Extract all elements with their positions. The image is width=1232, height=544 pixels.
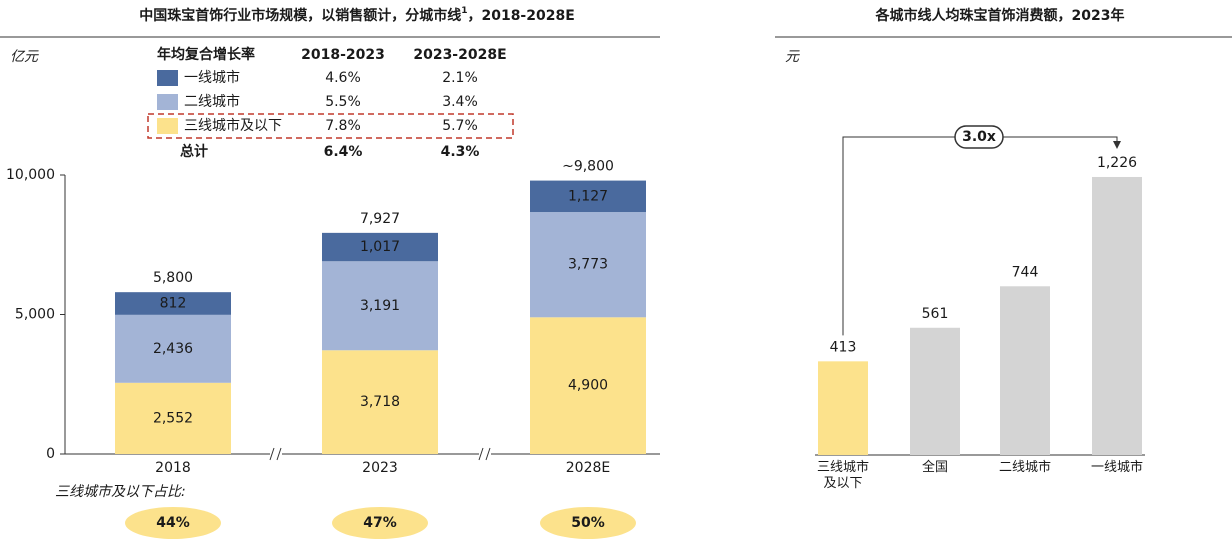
x-tick-label: 2023 <box>362 460 398 476</box>
table-cell: 5.7% <box>442 118 478 134</box>
data-label: 3,718 <box>360 394 400 410</box>
bar-segment <box>115 292 231 315</box>
table-header: 2023-2028E <box>413 47 506 63</box>
data-label: 1,017 <box>360 239 400 255</box>
legend-label: 一线城市 <box>184 69 240 86</box>
table-row-name: 总计 <box>180 143 208 160</box>
axis-break <box>478 447 491 461</box>
title-sup: 1 <box>461 6 467 16</box>
annotation-box <box>954 125 1004 149</box>
x-tick-label: 三线城市及以下 <box>816 460 869 491</box>
data-label: 2,436 <box>153 341 193 357</box>
data-label: 3,773 <box>568 257 608 273</box>
share-badge <box>332 507 428 539</box>
annotation: 3.0x <box>962 129 996 145</box>
annotation-arrow <box>1113 140 1121 149</box>
bar <box>1000 286 1050 455</box>
x-tick-label: 全国 <box>921 460 948 475</box>
x-tick-label: 二线城市 <box>998 460 1051 475</box>
x-tick-label: 2028E <box>566 460 610 476</box>
title-part: ，2018-2028E <box>467 8 574 24</box>
chart-title: 各城市线人均珠宝首饰消费额，2023年 <box>875 7 1125 24</box>
share-badge <box>125 507 221 539</box>
chart-title: 中国珠宝首饰行业市场规模，以销售额计，分城市线1，2018-2028E <box>139 6 575 25</box>
data-label: 2,552 <box>153 410 193 426</box>
legend-swatch <box>157 94 178 110</box>
table-header: 2018-2023 <box>301 47 385 63</box>
legend-label: 二线城市 <box>184 93 240 110</box>
table-header: 年均复合增长率 <box>157 46 255 63</box>
share-label: 44% <box>156 515 190 531</box>
axis-break <box>269 447 282 461</box>
table-cell: 5.5% <box>325 94 361 110</box>
data-label: 1,127 <box>568 188 608 204</box>
data-label: 561 <box>922 306 949 322</box>
bar-segment <box>115 382 231 454</box>
total-label: ~9,800 <box>562 159 614 175</box>
y-tick-label: 0 <box>46 446 55 462</box>
bar-segment <box>530 180 646 213</box>
data-label: 413 <box>830 339 857 355</box>
table-cell: 6.4% <box>324 144 363 160</box>
legend-swatch <box>157 70 178 86</box>
legend-swatch <box>157 118 178 134</box>
bar-segment <box>322 232 438 262</box>
bar-segment <box>322 350 438 454</box>
y-tick-label: 5,000 <box>15 307 55 323</box>
bar <box>910 327 960 455</box>
data-label: 1,226 <box>1097 155 1137 171</box>
table-cell: 7.8% <box>325 118 361 134</box>
share-label: 47% <box>363 515 397 531</box>
table-cell: 4.6% <box>325 70 361 86</box>
table-cell: 2.1% <box>442 70 478 86</box>
highlight-box <box>147 113 514 139</box>
unit-label: 亿元 <box>10 49 39 65</box>
share-badge <box>540 507 636 539</box>
data-label: 812 <box>160 296 187 312</box>
x-tick-label: 2018 <box>155 460 191 476</box>
title-part: 中国珠宝首饰行业市场规模，以销售额计，分城市线 <box>139 7 461 24</box>
bar-segment <box>530 212 646 318</box>
data-label: 3,191 <box>360 298 400 314</box>
total-label: 7,927 <box>360 211 400 227</box>
bar-segment <box>530 317 646 454</box>
annotation-bracket <box>842 136 1118 336</box>
total-label: 5,800 <box>153 270 193 286</box>
x-tick-label: 一线城市 <box>1090 460 1143 475</box>
y-tick-label: 10,000 <box>6 167 55 183</box>
table-cell: 3.4% <box>442 94 478 110</box>
table-cell: 4.3% <box>441 144 480 160</box>
bar <box>818 361 868 455</box>
share-label: 三线城市及以下占比: <box>55 484 186 500</box>
legend-label: 三线城市及以下 <box>184 117 282 134</box>
share-label: 50% <box>571 515 605 531</box>
data-label: 744 <box>1012 264 1039 280</box>
unit-label: 元 <box>785 49 800 65</box>
bar-segment <box>322 261 438 351</box>
data-label: 4,900 <box>568 378 608 394</box>
bar-segment <box>115 314 231 383</box>
bar <box>1092 176 1142 456</box>
